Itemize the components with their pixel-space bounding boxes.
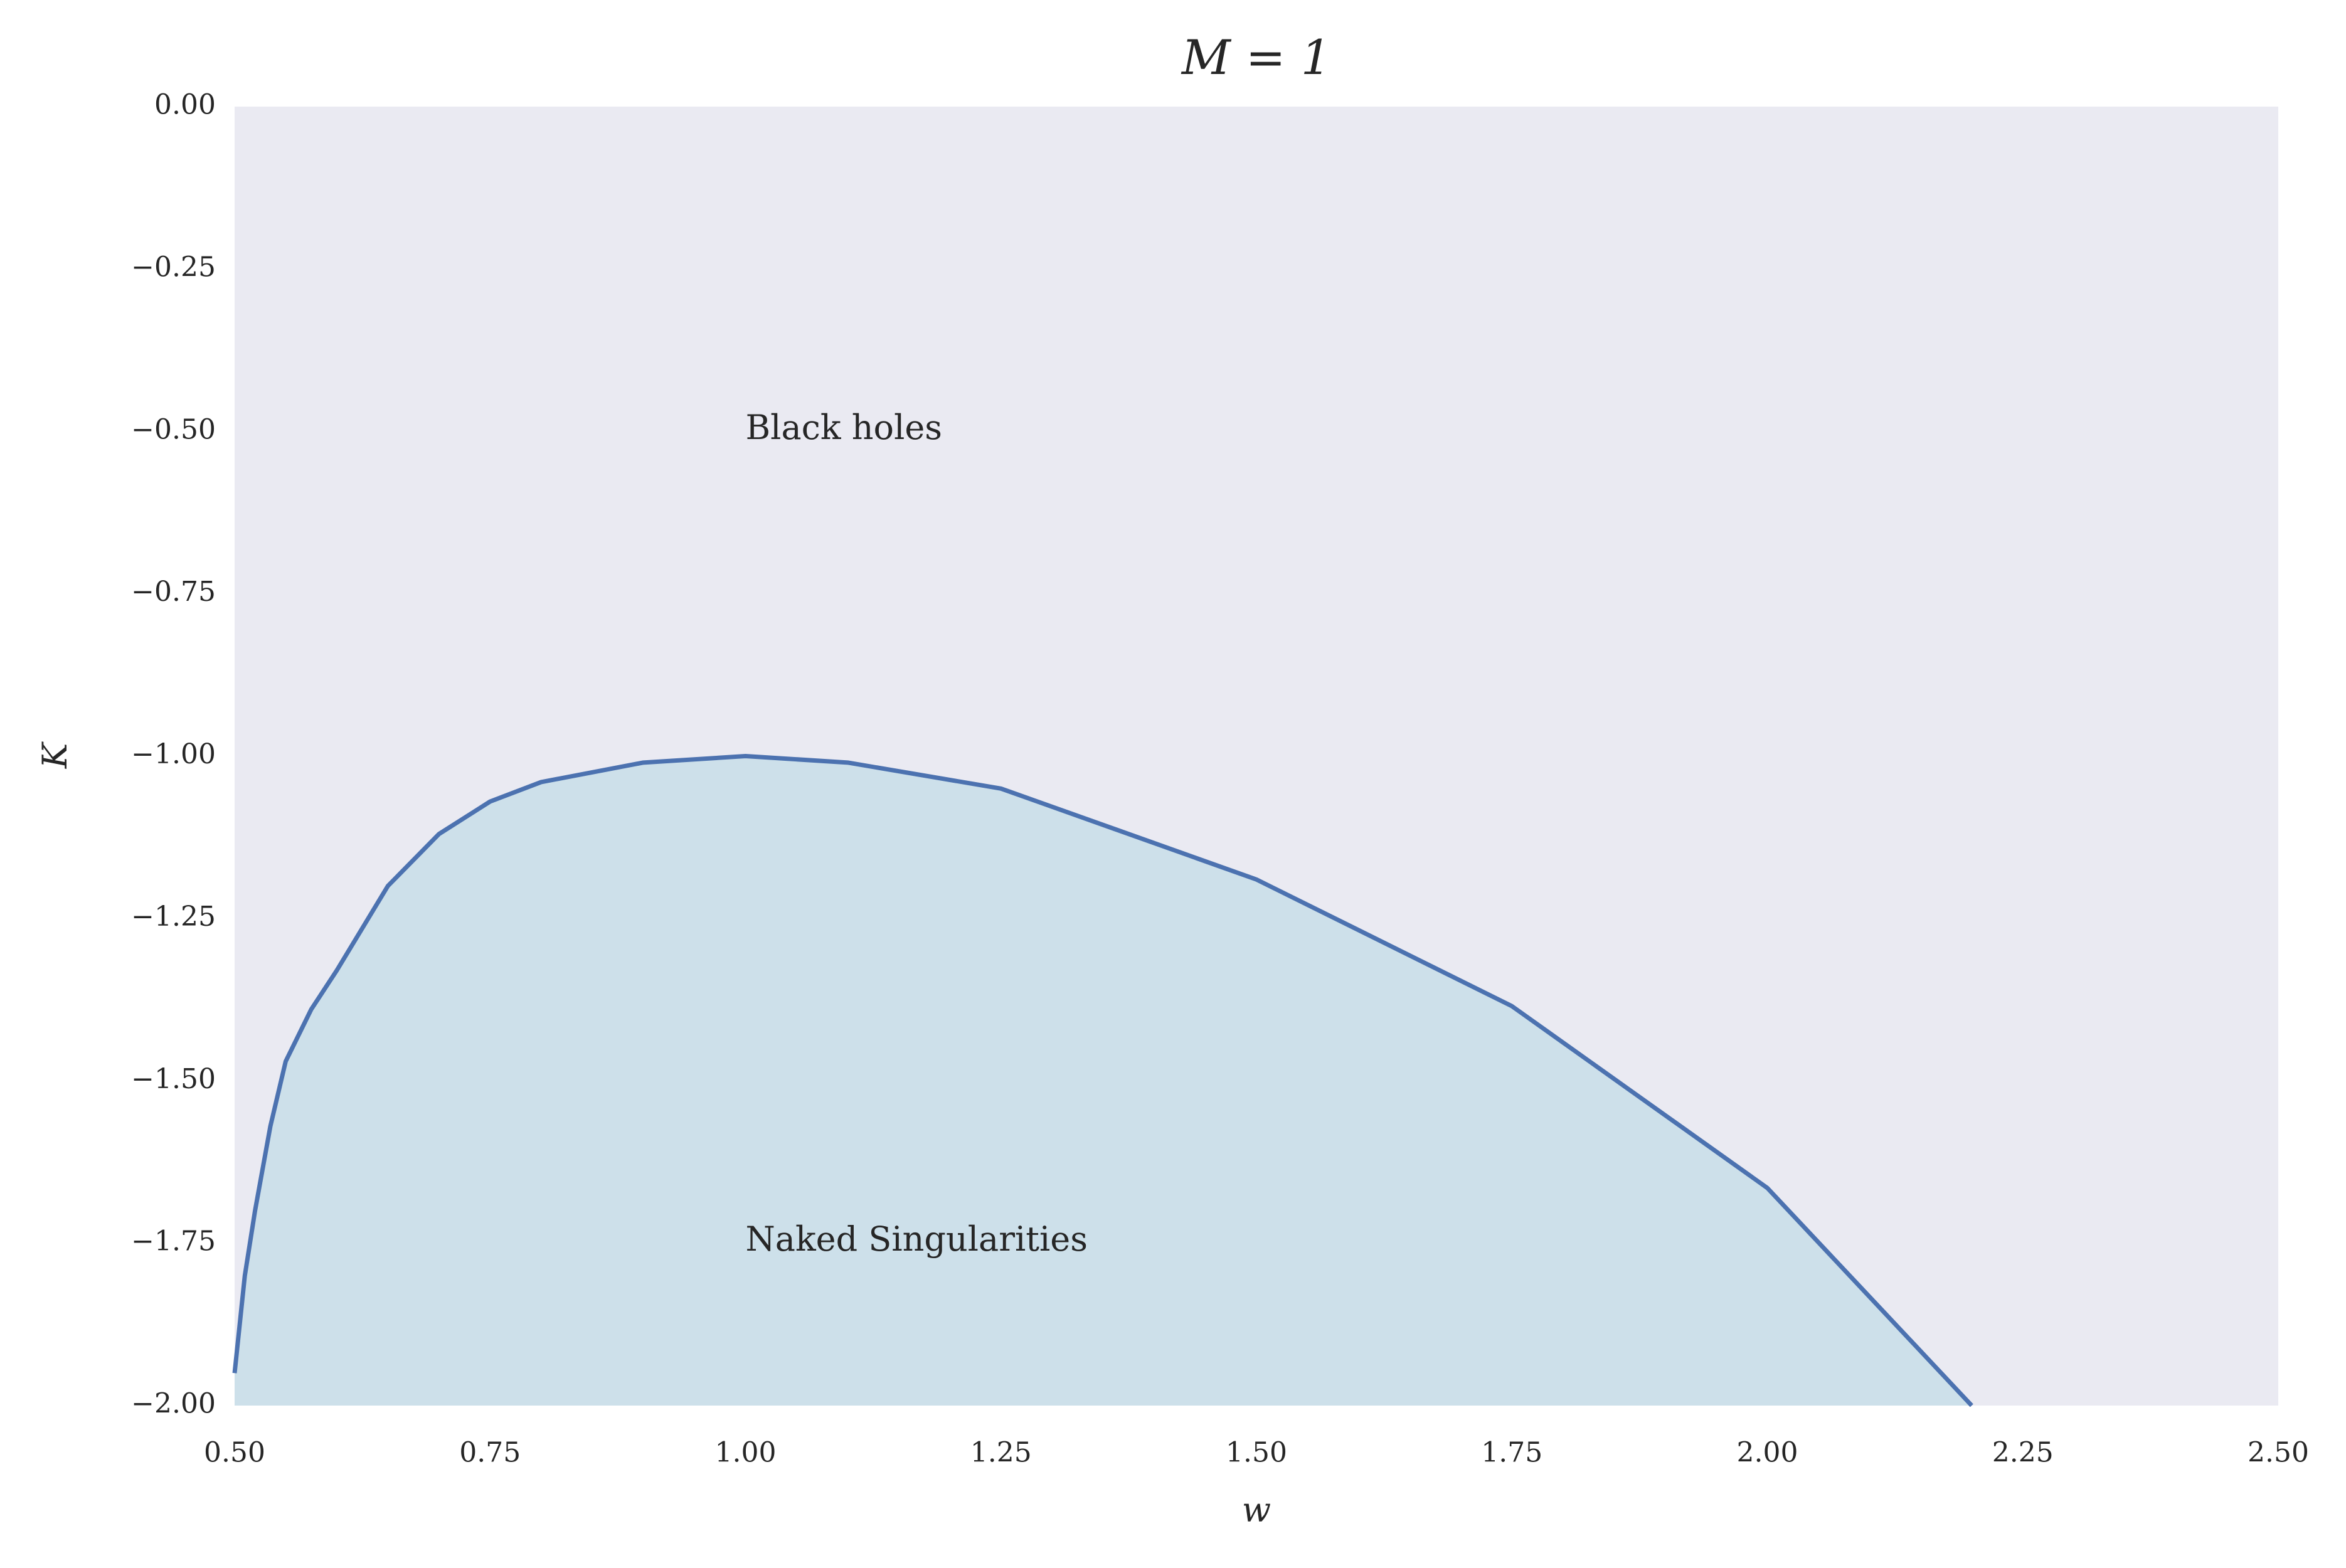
- x-tick-label: 0.50: [204, 1437, 265, 1469]
- y-tick-label: −1.25: [131, 901, 216, 933]
- y-tick-label: −1.75: [131, 1226, 216, 1258]
- y-tick-label: −1.00: [131, 738, 216, 770]
- annotation: Black holes: [746, 408, 943, 447]
- x-tick-label: 1.75: [1481, 1437, 1542, 1469]
- chart-title: M = 1: [1181, 29, 1331, 85]
- y-tick-label: −2.00: [131, 1388, 216, 1420]
- x-tick-label: 2.50: [2248, 1437, 2309, 1469]
- y-tick-label: −0.50: [131, 413, 216, 445]
- y-axis-label: K: [35, 741, 75, 769]
- y-tick-label: −1.50: [131, 1063, 216, 1095]
- x-tick-label: 1.50: [1226, 1437, 1287, 1469]
- x-tick-label: 2.00: [1737, 1437, 1798, 1469]
- x-tick-label: 2.25: [1992, 1437, 2054, 1469]
- y-tick-label: 0.00: [154, 89, 216, 121]
- x-tick-label: 1.00: [715, 1437, 777, 1469]
- area-fill: [235, 756, 1972, 1406]
- y-tick-label: −0.25: [131, 251, 216, 283]
- line: [232, 754, 1973, 1407]
- x-tick-label: 1.25: [970, 1437, 1032, 1469]
- x-tick-label: 0.75: [459, 1437, 521, 1469]
- annotation: Naked Singularities: [746, 1219, 1088, 1259]
- y-tick-label: −0.75: [131, 576, 216, 608]
- x-axis-label: w: [1242, 1490, 1271, 1530]
